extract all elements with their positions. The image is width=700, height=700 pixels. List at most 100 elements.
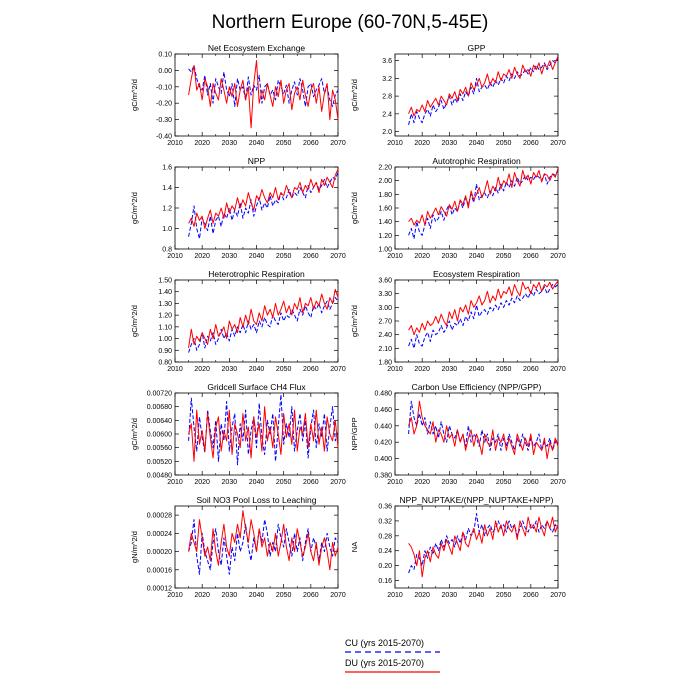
y-tick-label: 0.00560 xyxy=(147,445,172,452)
y-tick-label: 1.20 xyxy=(158,313,172,320)
x-tick-label: 2050 xyxy=(496,253,512,260)
series-line-du xyxy=(188,60,339,129)
y-tick-label: 1.0 xyxy=(162,226,172,233)
series-line-du xyxy=(188,288,339,349)
x-tick-label: 2050 xyxy=(496,479,512,486)
x-tick-label: 2030 xyxy=(222,253,238,260)
y-axis-label: gC/m^2/d xyxy=(350,305,359,337)
y-tick-label: 1.10 xyxy=(158,324,172,331)
x-tick-label: 2050 xyxy=(496,140,512,147)
series-line-cu xyxy=(188,171,339,240)
x-tick-label: 2040 xyxy=(249,366,265,373)
x-tick-label: 2010 xyxy=(387,140,403,147)
x-tick-label: 2030 xyxy=(222,592,238,599)
series-line-cu xyxy=(188,297,339,353)
x-tick-label: 2060 xyxy=(523,479,539,486)
panel-3: Autotrophic Respiration gC/m^2/d 2010 2020 2… xyxy=(350,156,566,260)
y-tick-label: -0.40 xyxy=(156,134,172,141)
panel-4: Heterotrophic Respiration gC/m^2/d 2010 202… xyxy=(130,269,346,373)
x-tick-label: 2070 xyxy=(550,140,566,147)
y-tick-label: 0.00720 xyxy=(147,391,172,398)
y-tick-label: 1.60 xyxy=(378,206,392,213)
y-tick-label: 0.8 xyxy=(162,247,172,254)
panel-7: Carbon Use Efficiency (NPP/GPP) NPP/GPP 20… xyxy=(350,382,566,486)
x-tick-label: 2050 xyxy=(496,592,512,599)
x-tick-label: 2050 xyxy=(276,140,292,147)
x-tick-label: 2030 xyxy=(222,140,238,147)
x-tick-label: 2070 xyxy=(550,366,566,373)
panel-title: Carbon Use Efficiency (NPP/GPP) xyxy=(412,382,542,392)
panel-title: NPP xyxy=(248,156,266,166)
x-tick-label: 2010 xyxy=(167,253,183,260)
x-tick-label: 2010 xyxy=(387,253,403,260)
panel-title: Autotrophic Respiration xyxy=(432,156,521,166)
x-tick-label: 2040 xyxy=(249,253,265,260)
x-tick-label: 2020 xyxy=(414,253,430,260)
series-line-cu xyxy=(188,519,339,575)
series-line-cu xyxy=(408,400,559,451)
x-tick-label: 2050 xyxy=(276,592,292,599)
y-tick-label: 0.420 xyxy=(374,440,392,447)
y-tick-label: 3.6 xyxy=(382,58,392,65)
x-tick-label: 2030 xyxy=(442,592,458,599)
y-tick-label: 0.00680 xyxy=(147,404,172,411)
y-tick-label: 0.440 xyxy=(374,423,392,430)
y-axis-label: gC/m^2/d xyxy=(130,305,139,337)
panel-title: Heterotrophic Respiration xyxy=(208,269,305,279)
x-tick-label: 2040 xyxy=(469,479,485,486)
x-tick-label: 2040 xyxy=(469,140,485,147)
y-tick-label: 0.00520 xyxy=(147,459,172,466)
y-tick-label: 1.80 xyxy=(378,192,392,199)
x-tick-label: 2030 xyxy=(222,366,238,373)
x-tick-label: 2020 xyxy=(414,592,430,599)
y-tick-label: 0.36 xyxy=(378,504,392,511)
y-tick-label: 0.00012 xyxy=(147,586,172,593)
x-tick-label: 2070 xyxy=(550,253,566,260)
x-tick-label: 2010 xyxy=(167,479,183,486)
y-tick-label: 0.00480 xyxy=(147,473,172,480)
x-tick-label: 2020 xyxy=(414,479,430,486)
y-tick-label: 0.32 xyxy=(378,518,392,525)
y-tick-label: 1.00 xyxy=(378,247,392,254)
x-tick-label: 2010 xyxy=(387,479,403,486)
panel-title: Gridcell Surface CH4 Flux xyxy=(207,382,306,392)
x-tick-label: 2040 xyxy=(469,366,485,373)
panel-6: Gridcell Surface CH4 Flux gC/m^2/d 2010 202… xyxy=(130,382,346,486)
x-tick-label: 2050 xyxy=(276,253,292,260)
y-tick-label: 2.00 xyxy=(378,178,392,185)
x-tick-label: 2010 xyxy=(167,592,183,599)
panel-5: Ecosystem Respiration gC/m^2/d 2010 2020 203… xyxy=(350,269,566,373)
legend-label-du: DU (yrs 2015-2070) xyxy=(345,658,424,668)
figure-title: Northern Europe (60-70N,5-45E) xyxy=(212,12,489,33)
y-tick-label: 1.30 xyxy=(158,301,172,308)
x-tick-label: 2070 xyxy=(550,479,566,486)
x-tick-label: 2060 xyxy=(523,592,539,599)
x-tick-label: 2010 xyxy=(387,366,403,373)
y-tick-label: 3.60 xyxy=(378,278,392,285)
y-tick-label: 0.00640 xyxy=(147,418,172,425)
y-tick-label: 1.00 xyxy=(158,336,172,343)
panel-title: GPP xyxy=(468,43,486,53)
y-tick-label: -0.10 xyxy=(156,84,172,91)
y-tick-label: 2.8 xyxy=(382,94,392,101)
series-line-du xyxy=(408,56,559,117)
x-tick-label: 2030 xyxy=(442,140,458,147)
x-tick-label: 2060 xyxy=(303,366,319,373)
y-axis-label: NPP/GPP xyxy=(350,417,359,450)
y-tick-label: 1.40 xyxy=(158,289,172,296)
y-axis-label: gC/m^2/d xyxy=(350,79,359,111)
y-tick-label: 0.400 xyxy=(374,456,392,463)
y-tick-label: 2.70 xyxy=(378,319,392,326)
x-tick-label: 2030 xyxy=(442,479,458,486)
panel-title: NPP_NUPTAKE/(NPP_NUPTAKE+NPP) xyxy=(400,495,554,505)
series-line-cu xyxy=(408,58,559,126)
x-tick-label: 2070 xyxy=(330,479,346,486)
series-line-cu xyxy=(408,170,559,240)
y-tick-label: 1.4 xyxy=(162,185,172,192)
y-tick-label: 3.00 xyxy=(378,305,392,312)
y-tick-label: 0.20 xyxy=(378,563,392,570)
y-tick-label: 3.2 xyxy=(382,76,392,83)
x-tick-label: 2070 xyxy=(330,253,346,260)
panels: Net Ecosystem Exchange gC/m^2/d 2010 2020 20… xyxy=(130,43,566,599)
panel-title: Soil NO3 Pool Loss to Leaching xyxy=(196,495,316,505)
